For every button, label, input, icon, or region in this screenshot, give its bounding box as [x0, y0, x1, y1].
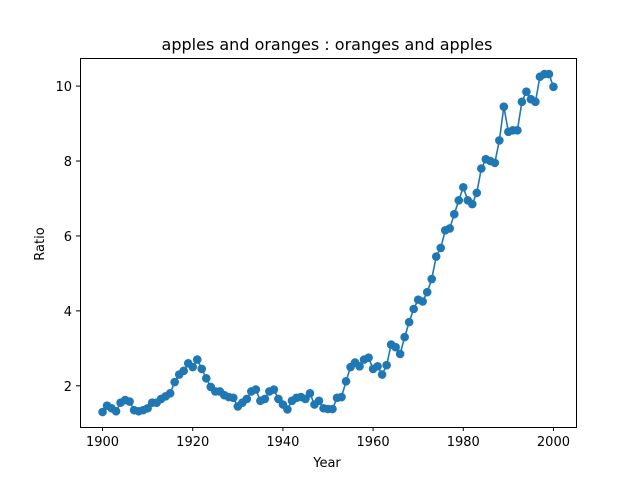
data-point-1979	[454, 196, 464, 205]
data-point-1994	[522, 87, 531, 97]
data-point-1967	[400, 332, 409, 342]
data-point-1975	[436, 243, 446, 253]
x-tick-label-4: 1980	[447, 435, 480, 450]
data-point-1959	[364, 353, 373, 363]
data-point-1918	[179, 366, 189, 376]
y-tick-label-0: 2	[64, 380, 72, 395]
data-point-1969	[409, 304, 418, 314]
data-point-1929	[229, 393, 238, 403]
data-point-1980	[458, 182, 468, 192]
data-point-1978	[449, 209, 459, 219]
data-point-1954	[341, 377, 351, 386]
data-point-1920	[188, 362, 198, 372]
x-tick-label-2: 1940	[266, 435, 299, 450]
data-point-1903	[111, 406, 121, 416]
data-point-1932	[242, 394, 252, 404]
data-point-1977	[445, 224, 455, 233]
y-axis-label: Ratio	[33, 227, 48, 260]
data-point-1941	[283, 405, 292, 414]
chart-title: apples and oranges : oranges and apples	[162, 35, 493, 54]
data-point-1922	[197, 364, 207, 374]
y-tick-label-2: 6	[64, 230, 72, 245]
data-point-1984	[477, 164, 486, 173]
x-tick-label-0: 1900	[86, 435, 119, 450]
data-point-1968	[404, 317, 414, 327]
data-point-1916	[170, 377, 179, 387]
data-point-1953	[337, 392, 346, 402]
data-point-1973	[427, 274, 437, 284]
data-point-1992	[513, 126, 522, 135]
plot-frame	[80, 58, 577, 428]
data-point-1999	[544, 69, 554, 79]
x-axis-label: Year	[312, 456, 341, 471]
data-point-1988	[495, 136, 504, 145]
data-point-1974	[431, 252, 441, 261]
data-point-1921	[192, 355, 202, 364]
data-point-1934	[251, 385, 261, 394]
data-point-1987	[490, 158, 500, 168]
data-point-1900	[98, 407, 107, 417]
data-point-1982	[467, 199, 477, 209]
data-point-1965	[391, 342, 400, 352]
data-point-1946	[305, 388, 315, 398]
x-tick-label-5: 2000	[537, 435, 570, 450]
data-point-1963	[382, 360, 391, 370]
y-tick-label-4: 10	[55, 80, 72, 95]
series-layer	[98, 69, 558, 417]
data-point-1962	[377, 370, 387, 379]
data-point-1957	[355, 362, 364, 371]
data-point-1951	[328, 404, 337, 414]
x-axis: 1900 1920 1940 1960 1980 2000	[86, 427, 570, 450]
data-point-1948	[314, 396, 324, 406]
x-tick-label-1: 1920	[176, 435, 209, 450]
data-point-1996	[531, 97, 540, 107]
data-point-1989	[499, 102, 509, 111]
data-point-1936	[260, 394, 270, 404]
y-axis: 2 4 6 8 10	[55, 80, 80, 395]
data-point-1915	[165, 388, 175, 398]
data-point-1966	[395, 349, 405, 359]
data-point-1983	[472, 188, 482, 198]
data-point-1938	[269, 385, 279, 394]
data-point-1961	[373, 362, 382, 371]
data-point-1993	[517, 97, 527, 107]
y-tick-label-3: 8	[64, 155, 72, 170]
data-point-2000	[549, 82, 558, 92]
data-point-1972	[422, 287, 432, 297]
x-tick-label-3: 1960	[357, 435, 390, 450]
data-point-1971	[418, 297, 427, 306]
series-line-0	[101, 73, 555, 413]
y-tick-label-1: 4	[64, 305, 72, 320]
data-point-1906	[125, 397, 134, 406]
data-point-1923	[201, 374, 211, 383]
